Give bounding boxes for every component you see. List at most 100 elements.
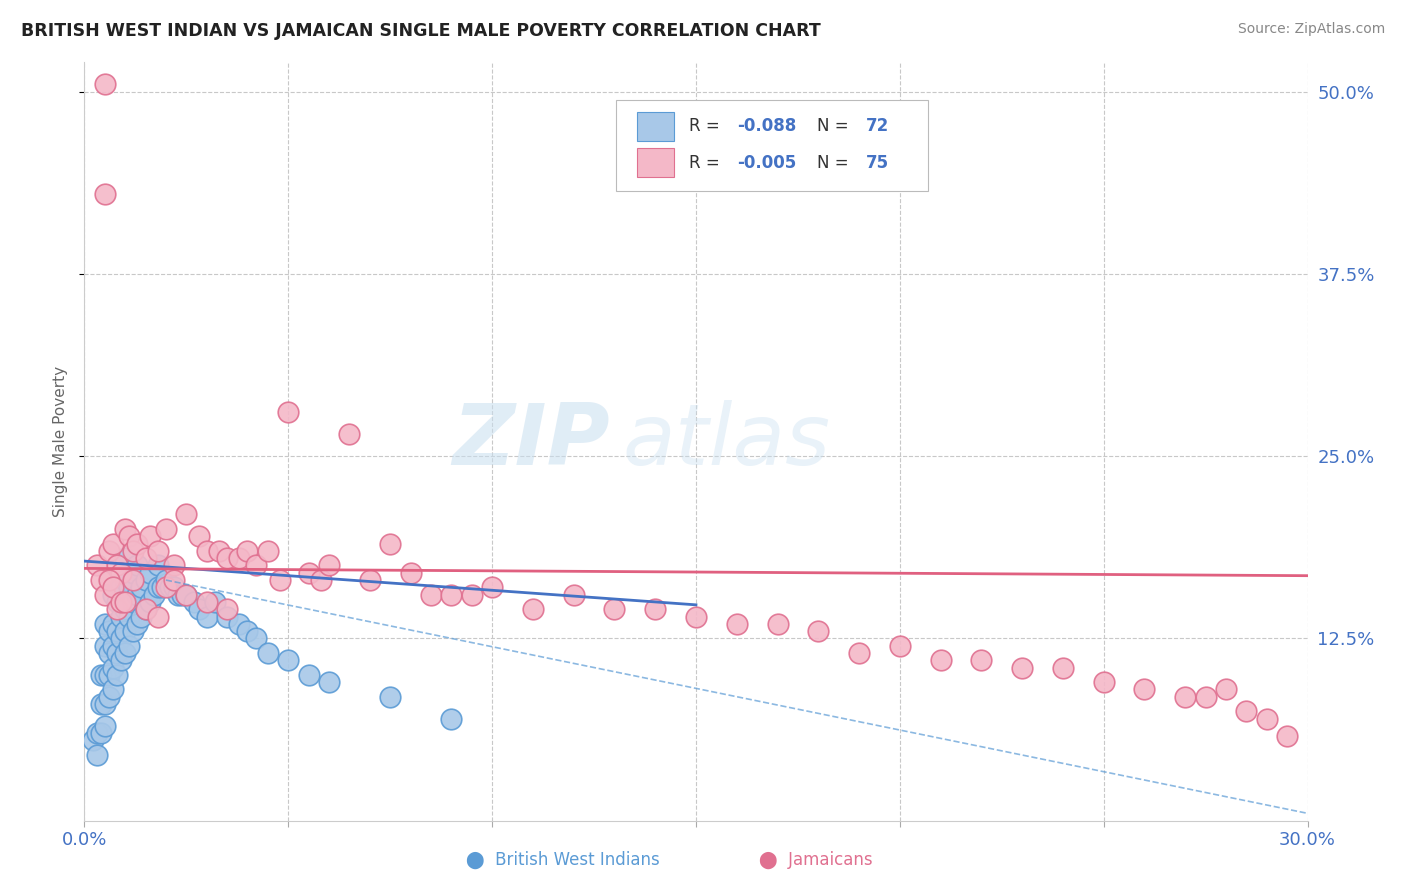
Point [101, 660, 124, 674]
Text: ⬤  British West Indians: ⬤ British West Indians [465, 851, 659, 870]
Text: R =: R = [689, 117, 724, 135]
Point [127, 616, 149, 631]
Point [217, 602, 239, 616]
Point [277, 405, 299, 419]
Point [146, 544, 169, 558]
Point [163, 580, 186, 594]
Point [86, 558, 108, 573]
Point [380, 536, 402, 550]
Point [155, 580, 177, 594]
Point [245, 558, 267, 573]
Point [172, 588, 194, 602]
Point [110, 595, 132, 609]
Point [236, 624, 259, 639]
Text: Source: ZipAtlas.com: Source: ZipAtlas.com [1237, 22, 1385, 37]
Point [155, 522, 177, 536]
Point [257, 544, 280, 558]
Point [110, 566, 132, 580]
Point [97, 573, 120, 587]
Point [135, 602, 157, 616]
Point [318, 675, 340, 690]
Point [298, 566, 321, 580]
Point [97, 544, 120, 558]
Point [380, 690, 402, 704]
Point [114, 573, 136, 587]
Point [167, 588, 190, 602]
Point [155, 573, 177, 587]
Point [131, 580, 153, 594]
Point [138, 566, 160, 580]
Point [603, 602, 626, 616]
Point [114, 646, 136, 660]
Point [461, 588, 484, 602]
Point [114, 624, 136, 639]
Point [93, 616, 115, 631]
Point [138, 595, 160, 609]
Point [101, 616, 124, 631]
Point [90, 668, 112, 682]
Point [122, 595, 145, 609]
Text: atlas: atlas [623, 400, 831, 483]
Point [105, 668, 128, 682]
Point [93, 639, 115, 653]
Point [93, 78, 115, 92]
Point [127, 558, 149, 573]
Point [146, 580, 169, 594]
Point [93, 588, 115, 602]
Point [309, 573, 332, 587]
Point [122, 573, 145, 587]
FancyBboxPatch shape [616, 101, 928, 191]
Point [339, 427, 361, 442]
Point [127, 588, 149, 602]
Point [82, 733, 104, 747]
Point [440, 588, 463, 602]
Point [440, 712, 463, 726]
Point [127, 536, 149, 550]
Text: R =: R = [689, 153, 724, 171]
FancyBboxPatch shape [637, 112, 673, 141]
Point [105, 646, 128, 660]
Text: 72: 72 [866, 117, 889, 135]
Text: 75: 75 [866, 153, 889, 171]
Point [187, 529, 209, 543]
Point [236, 544, 259, 558]
Point [848, 646, 870, 660]
Point [90, 573, 112, 587]
Point [228, 551, 250, 566]
Point [1256, 712, 1278, 726]
Text: N =: N = [817, 153, 853, 171]
Point [359, 573, 381, 587]
Point [131, 609, 153, 624]
Point [195, 609, 218, 624]
Point [118, 580, 141, 594]
FancyBboxPatch shape [637, 148, 673, 177]
Point [1092, 675, 1115, 690]
Point [159, 580, 181, 594]
Point [1133, 682, 1156, 697]
Point [122, 566, 145, 580]
Point [1195, 690, 1218, 704]
Point [970, 653, 993, 667]
Point [114, 522, 136, 536]
Text: BRITISH WEST INDIAN VS JAMAICAN SINGLE MALE POVERTY CORRELATION CHART: BRITISH WEST INDIAN VS JAMAICAN SINGLE M… [21, 22, 821, 40]
Point [1277, 729, 1299, 743]
Point [257, 646, 280, 660]
Point [135, 551, 157, 566]
Point [105, 624, 128, 639]
Point [195, 595, 218, 609]
Point [1052, 660, 1074, 674]
Point [135, 602, 157, 616]
Point [174, 588, 197, 602]
Point [277, 653, 299, 667]
Point [889, 639, 911, 653]
Point [93, 186, 115, 201]
Point [101, 580, 124, 594]
Point [110, 580, 132, 594]
Point [174, 588, 197, 602]
Point [122, 544, 145, 558]
Point [208, 544, 231, 558]
Point [399, 566, 422, 580]
Text: -0.088: -0.088 [738, 117, 797, 135]
Point [105, 558, 128, 573]
Text: -0.005: -0.005 [738, 153, 797, 171]
